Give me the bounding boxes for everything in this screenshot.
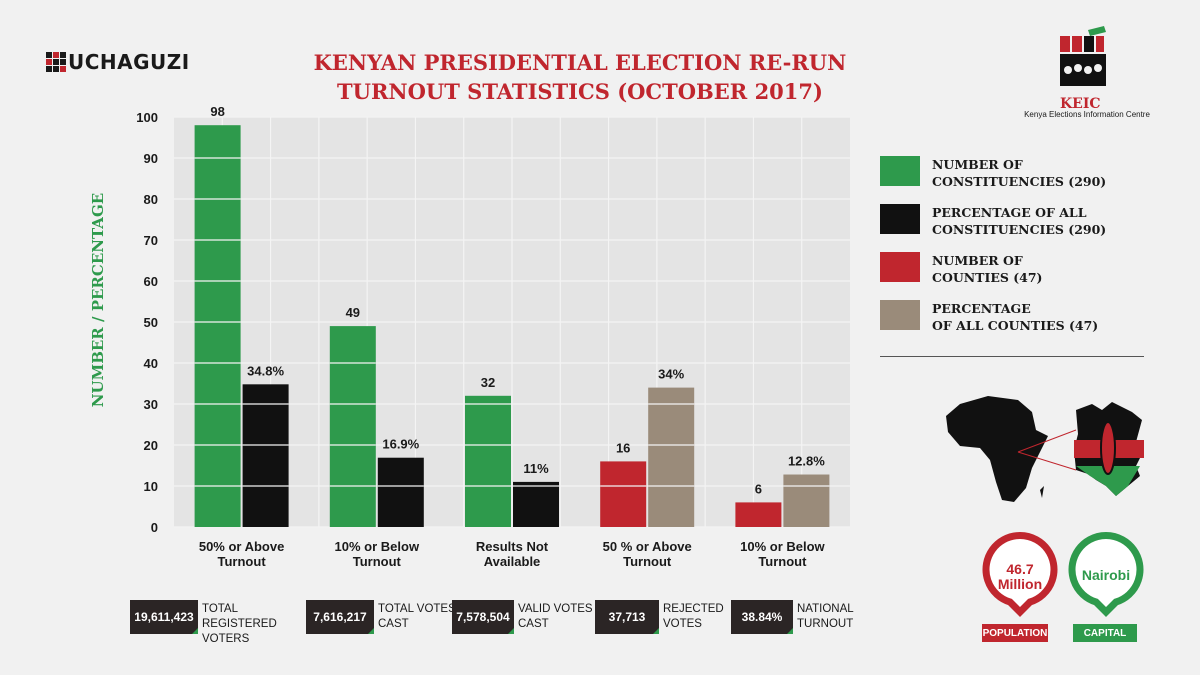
bar bbox=[513, 481, 559, 527]
y-tick-label: 50 bbox=[144, 315, 158, 330]
capital-value: Nairobi bbox=[1081, 567, 1131, 583]
data-label: 34% bbox=[658, 367, 684, 382]
data-label: 6 bbox=[755, 481, 762, 496]
bar bbox=[648, 387, 695, 527]
keic-logo-icon bbox=[1060, 26, 1106, 86]
stat-value: 7,616,217 bbox=[306, 600, 374, 634]
data-label: 16.9% bbox=[382, 437, 419, 452]
bar bbox=[465, 395, 511, 527]
data-label: 11% bbox=[523, 461, 549, 476]
x-category-label: Turnout bbox=[623, 554, 672, 569]
data-label: 32 bbox=[481, 375, 495, 390]
legend-item: PERCENTAGE OF ALL COUNTIES (47) bbox=[880, 300, 1150, 348]
bar bbox=[600, 461, 647, 527]
legend-item: PERCENTAGE OF ALL CONSTITUENCIES (290) bbox=[880, 204, 1150, 252]
stat-label: VALID VOTES CAST bbox=[518, 603, 593, 630]
population-unit: Million bbox=[997, 576, 1043, 592]
bar bbox=[329, 326, 376, 527]
stat-value: 38.84% bbox=[731, 600, 793, 634]
data-label: 98 bbox=[210, 104, 224, 119]
legend-swatch bbox=[880, 300, 920, 330]
legend-item: NUMBER OF COUNTIES (47) bbox=[880, 252, 1150, 300]
x-category-label: Available bbox=[484, 554, 541, 569]
y-tick-label: 70 bbox=[144, 233, 158, 248]
capital-tag: CAPITAL bbox=[1073, 624, 1137, 642]
population-pin-icon bbox=[982, 532, 1058, 617]
stat-label: NATIONAL TURNOUT bbox=[797, 603, 854, 630]
x-category-label: 50 % or Above bbox=[603, 539, 692, 554]
bar bbox=[735, 502, 782, 527]
x-category-label: Turnout bbox=[353, 554, 402, 569]
x-category-label: 10% or Below bbox=[740, 539, 825, 554]
legend-label: PERCENTAGE OF ALL COUNTIES (47) bbox=[932, 301, 1099, 333]
population-tag: POPULATION bbox=[982, 624, 1048, 642]
capital-pin-icon bbox=[1068, 532, 1144, 617]
x-category-label: Turnout bbox=[218, 554, 267, 569]
x-category-label: Turnout bbox=[758, 554, 807, 569]
africa-kenya-map-icon bbox=[946, 396, 1144, 502]
y-tick-label: 20 bbox=[144, 438, 158, 453]
x-category-label: 50% or Above bbox=[199, 539, 285, 554]
y-tick-label: 100 bbox=[136, 110, 158, 125]
legend-label: PERCENTAGE OF ALL CONSTITUENCIES (290) bbox=[932, 205, 1107, 237]
logo-grid-icon bbox=[46, 52, 66, 72]
logo-text: UCHAGUZI bbox=[68, 50, 190, 74]
legend-divider bbox=[880, 356, 1144, 357]
y-tick-label: 90 bbox=[144, 151, 158, 166]
y-tick-label: 40 bbox=[144, 356, 158, 371]
data-label: 49 bbox=[346, 305, 360, 320]
chart-legend: NUMBER OF CONSTITUENCIES (290) PERCENTAGE … bbox=[880, 156, 1150, 348]
population-value: 46.7 Million bbox=[980, 562, 1060, 592]
y-tick-label: 30 bbox=[144, 397, 158, 412]
y-tick-label: 10 bbox=[144, 479, 158, 494]
legend-label: NUMBER OF COUNTIES (47) bbox=[932, 253, 1043, 285]
stat-label: TOTAL REGISTERED VOTERS bbox=[202, 603, 277, 645]
bar bbox=[242, 384, 289, 527]
y-tick-label: 0 bbox=[151, 520, 158, 535]
y-tick-label: 60 bbox=[144, 274, 158, 289]
population-number: 46.7 bbox=[1006, 561, 1034, 577]
legend-swatch bbox=[880, 252, 920, 282]
legend-label: NUMBER OF CONSTITUENCIES (290) bbox=[932, 157, 1107, 189]
bar bbox=[194, 125, 241, 527]
uchaguzi-logo: UCHAGUZI bbox=[46, 50, 190, 74]
x-category-label: 10% or Below bbox=[335, 539, 420, 554]
keic-name: KEIC bbox=[1060, 96, 1101, 112]
stat-label: REJECTED VOTES bbox=[663, 603, 724, 630]
stat-value: 19,611,423 bbox=[130, 600, 198, 634]
x-category-label: Results Not bbox=[476, 539, 549, 554]
bar bbox=[783, 474, 830, 527]
title-line-2: TURNOUT STATISTICS (OCTOBER 2017) bbox=[337, 79, 823, 104]
legend-swatch bbox=[880, 156, 920, 186]
stat-value: 7,578,504 bbox=[452, 600, 514, 634]
title-line-1: KENYAN PRESIDENTIAL ELECTION RE-RUN bbox=[313, 50, 847, 75]
legend-swatch bbox=[880, 204, 920, 234]
legend-item: NUMBER OF CONSTITUENCIES (290) bbox=[880, 156, 1150, 204]
data-label: 34.8% bbox=[247, 363, 284, 378]
chart-title: KENYAN PRESIDENTIAL ELECTION RE-RUN TURN… bbox=[250, 48, 910, 106]
data-label: 12.8% bbox=[788, 454, 825, 469]
stat-value: 37,713 bbox=[595, 600, 659, 634]
y-tick-label: 80 bbox=[144, 192, 158, 207]
stat-label: TOTAL VOTES CAST bbox=[378, 603, 456, 630]
bar bbox=[377, 457, 424, 527]
keic-subtitle: Kenya Elections Information Centre bbox=[1024, 110, 1150, 119]
data-label: 16 bbox=[616, 440, 630, 455]
